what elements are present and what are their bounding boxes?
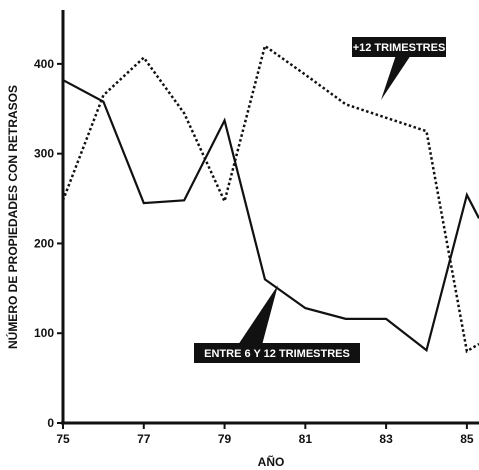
axes bbox=[61, 10, 479, 425]
series-line-plus-12 bbox=[61, 43, 479, 354]
y-tick-label: 0 bbox=[47, 416, 54, 430]
annotation-label-6-12: ENTRE 6 Y 12 TRIMESTRES bbox=[204, 348, 350, 360]
x-tick-label: 85 bbox=[460, 432, 474, 446]
annotation-box bbox=[352, 37, 446, 57]
annotation-pointer bbox=[238, 285, 278, 345]
series-line-entre-6-y-12 bbox=[62, 79, 479, 353]
annotation-entre-6-y-12: ENTRE 6 Y 12 TRIMESTRES bbox=[194, 285, 360, 363]
annotation-box bbox=[194, 343, 360, 363]
annotation-label-plus-12: +12 TRIMESTRES bbox=[353, 42, 446, 54]
x-tick-label: 75 bbox=[56, 432, 70, 446]
y-axis-title: NÚMERO DE PROPIEDADES CON RETRASOS bbox=[5, 85, 20, 349]
y-tick-label: 200 bbox=[34, 236, 54, 250]
series-layer bbox=[61, 43, 479, 354]
annotation-plus-12-trimestres: +12 TRIMESTRES bbox=[352, 37, 446, 100]
annotation-pointer bbox=[381, 55, 411, 100]
x-tick-label: 79 bbox=[218, 432, 232, 446]
y-ticks: 0 100 200 300 400 bbox=[34, 57, 63, 430]
y-tick-label: 300 bbox=[34, 147, 54, 161]
x-tick-label: 83 bbox=[379, 432, 393, 446]
y-tick-label: 100 bbox=[34, 326, 54, 340]
y-tick-label: 400 bbox=[34, 57, 54, 71]
x-ticks: 75 77 79 81 83 85 bbox=[56, 423, 474, 446]
x-tick-label: 81 bbox=[299, 432, 313, 446]
x-axis-title: AÑO bbox=[258, 454, 285, 469]
x-tick-label: 77 bbox=[137, 432, 151, 446]
